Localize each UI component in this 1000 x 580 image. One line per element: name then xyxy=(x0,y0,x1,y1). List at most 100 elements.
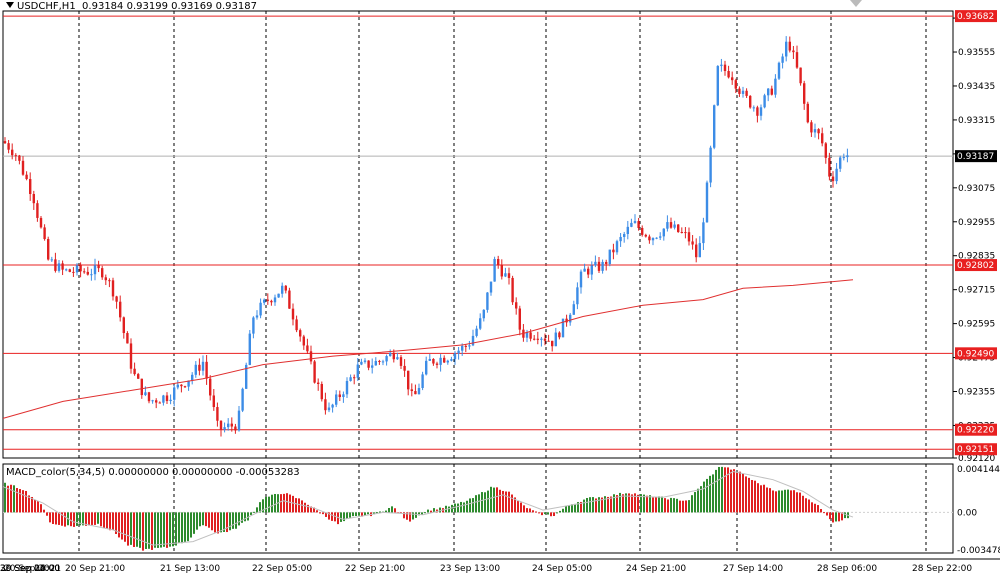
macd-bar xyxy=(94,512,96,525)
macd-bar xyxy=(817,505,819,513)
macd-bar xyxy=(187,512,189,542)
level-price-label: 0.92802 xyxy=(957,261,994,271)
macd-bar xyxy=(559,510,561,513)
macd-bar xyxy=(247,512,249,521)
candle-body xyxy=(515,302,518,309)
macd-bar xyxy=(115,512,117,535)
macd-bar xyxy=(280,494,282,513)
candle-body xyxy=(263,299,266,303)
candle-body xyxy=(543,338,547,341)
candle-body xyxy=(702,222,705,244)
candle-body xyxy=(342,394,345,398)
macd-bar xyxy=(349,512,351,518)
macd-bar xyxy=(820,508,822,513)
macd-bar xyxy=(457,503,459,513)
candle-body xyxy=(461,345,464,351)
macd-panel-frame xyxy=(2,463,954,554)
macd-bar xyxy=(244,512,246,522)
candle-body xyxy=(738,88,741,94)
candle-body xyxy=(259,302,262,316)
macd-bar xyxy=(634,493,636,513)
symbol-label: USDCHF,H1 xyxy=(17,1,76,12)
candle-body xyxy=(338,394,341,398)
macd-bar xyxy=(265,496,267,513)
candle-body xyxy=(288,290,291,309)
candle-body xyxy=(371,365,374,368)
macd-bar xyxy=(376,512,378,514)
macd-bar xyxy=(505,491,507,513)
macd-bar xyxy=(355,512,357,516)
level-price-box xyxy=(955,10,997,23)
candle-body xyxy=(180,384,183,387)
macd-bar xyxy=(235,512,237,529)
macd-bar xyxy=(217,512,219,534)
macd-bar xyxy=(307,504,309,513)
macd-bar xyxy=(151,512,153,550)
candle-body xyxy=(493,258,496,282)
candle-body xyxy=(205,361,208,379)
macd-bar xyxy=(70,512,72,527)
candle-body xyxy=(47,239,50,260)
candle-body xyxy=(320,384,323,400)
macd-bar xyxy=(646,495,648,513)
candle-body xyxy=(439,357,442,365)
macd-bar xyxy=(691,495,693,513)
macd-bar xyxy=(514,497,516,513)
macd-bar xyxy=(673,498,675,513)
macd-y-tick-label: 0.00 xyxy=(957,508,977,518)
scroll-arrow-icon[interactable] xyxy=(850,0,862,7)
macd-bar xyxy=(4,482,6,513)
current-price-label: 0.93187 xyxy=(957,152,994,162)
macd-bar xyxy=(343,512,345,522)
macd-bar xyxy=(676,498,678,513)
macd-bar xyxy=(328,512,330,520)
macd-bar xyxy=(109,512,111,531)
candle-body xyxy=(497,258,500,265)
candle-body xyxy=(227,423,230,428)
macd-bar xyxy=(751,480,753,513)
candle-body xyxy=(32,194,35,204)
macd-bar xyxy=(844,512,846,519)
candle-body xyxy=(507,273,511,278)
macd-bar xyxy=(586,497,588,513)
macd-bar xyxy=(250,512,252,515)
macd-bar xyxy=(373,512,375,515)
candle-body xyxy=(839,157,842,169)
candle-body xyxy=(579,271,583,288)
macd-bar xyxy=(790,490,792,513)
candle-body xyxy=(356,364,359,378)
collapse-triangle-icon[interactable] xyxy=(6,2,14,8)
macd-bar xyxy=(583,499,585,513)
candle-body xyxy=(11,149,14,156)
macd-bar xyxy=(256,507,258,513)
macd-bar xyxy=(199,512,201,527)
macd-bar xyxy=(388,508,390,513)
macd-bar xyxy=(313,507,315,513)
macd-bar xyxy=(493,487,495,513)
macd-bar xyxy=(784,489,786,513)
macd-bar xyxy=(283,493,285,513)
macd-bar xyxy=(574,503,576,513)
macd-bar xyxy=(649,495,651,513)
candle-body xyxy=(835,168,838,182)
candle-body xyxy=(482,309,485,319)
candle-body xyxy=(626,226,629,235)
macd-bar xyxy=(652,497,654,513)
candle-body xyxy=(61,263,64,270)
macd-bar xyxy=(91,512,93,525)
candle-body xyxy=(165,395,169,402)
macd-bar xyxy=(289,494,291,513)
candle-body xyxy=(173,387,176,400)
candle-body xyxy=(572,304,575,315)
candle-body xyxy=(349,377,352,381)
candle-body xyxy=(569,314,572,323)
candle-body xyxy=(414,391,417,395)
y-tick-label: 0.93555 xyxy=(958,48,995,58)
macd-bar xyxy=(211,512,213,531)
macd-bar xyxy=(670,497,672,513)
candle-body xyxy=(43,227,46,240)
candle-body xyxy=(795,52,799,68)
macd-bar xyxy=(598,497,600,513)
candle-body xyxy=(295,319,298,331)
